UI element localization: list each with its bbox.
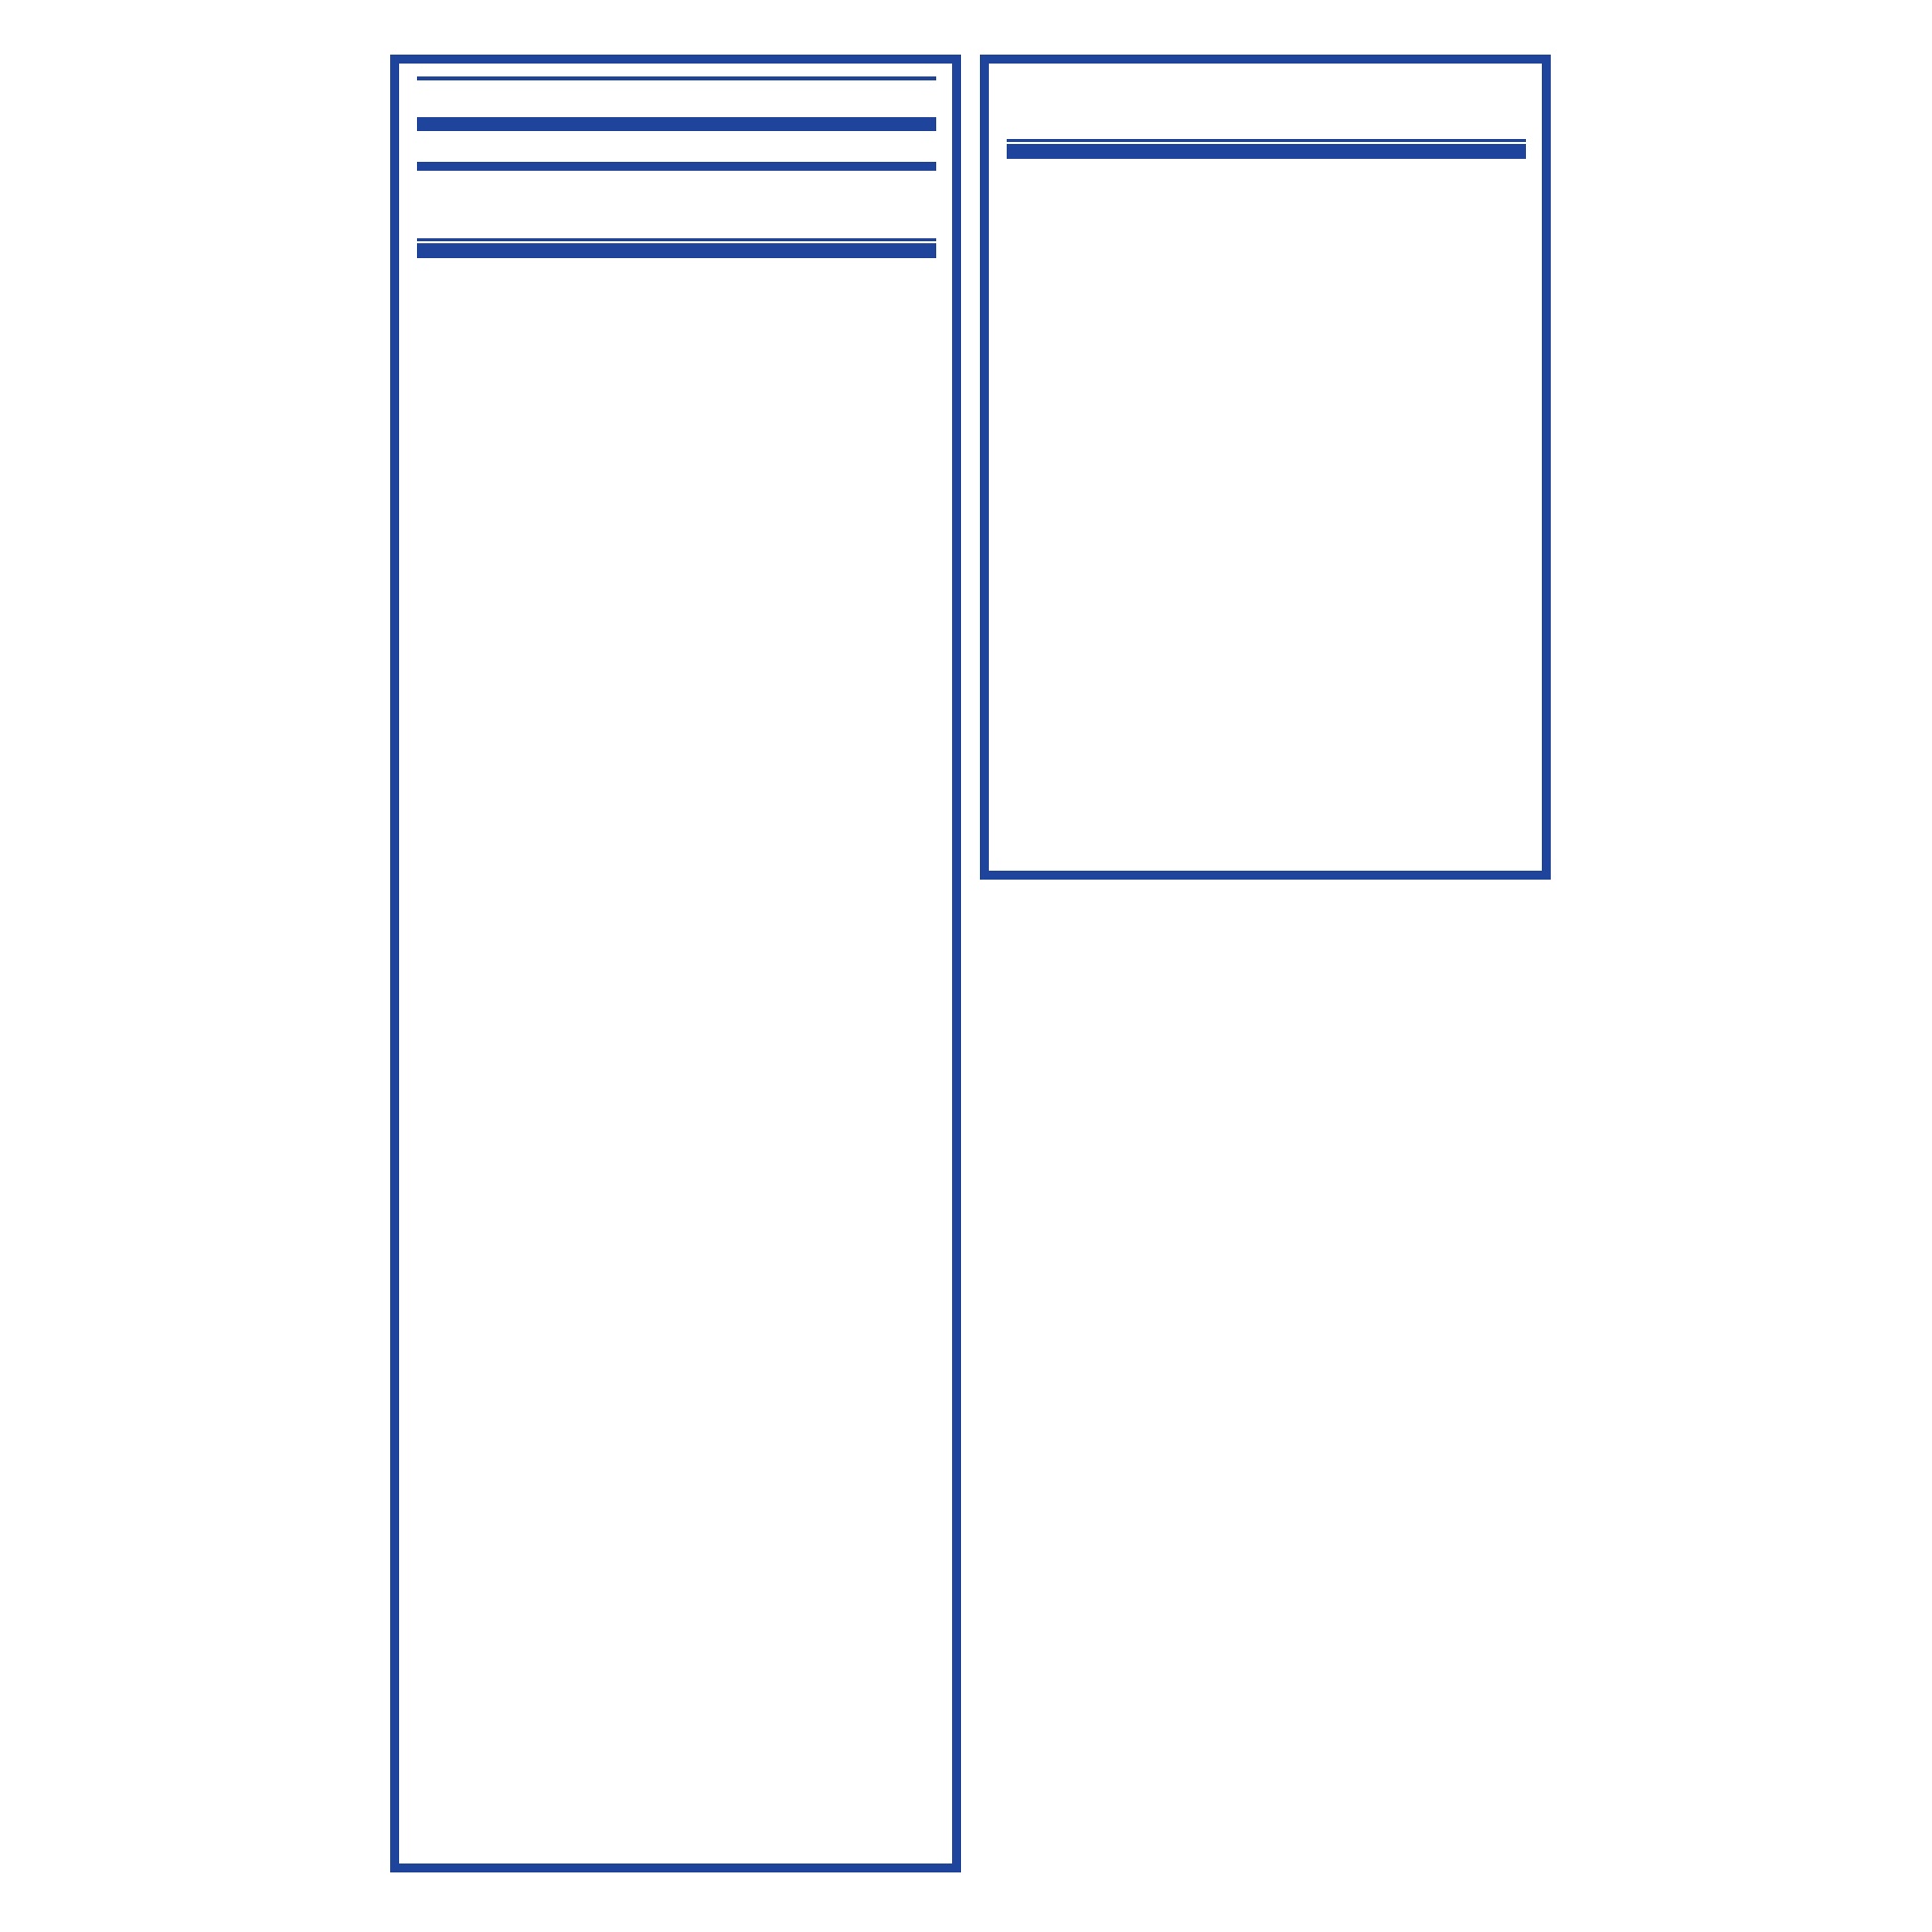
daily-value-column-headers	[1007, 77, 1526, 139]
divider-line	[417, 238, 936, 241]
nutrition-facts-title	[417, 71, 936, 80]
nutrition-facts-minerals-panel	[980, 55, 1551, 880]
section-divider-bar	[417, 162, 936, 171]
section-divider-bar	[417, 243, 936, 258]
nutrition-facts-main-panel	[390, 55, 961, 1872]
section-divider-bar	[417, 117, 936, 131]
divider-line	[1007, 139, 1526, 142]
daily-value-column-headers	[417, 177, 936, 238]
section-divider-bar	[1007, 144, 1526, 159]
